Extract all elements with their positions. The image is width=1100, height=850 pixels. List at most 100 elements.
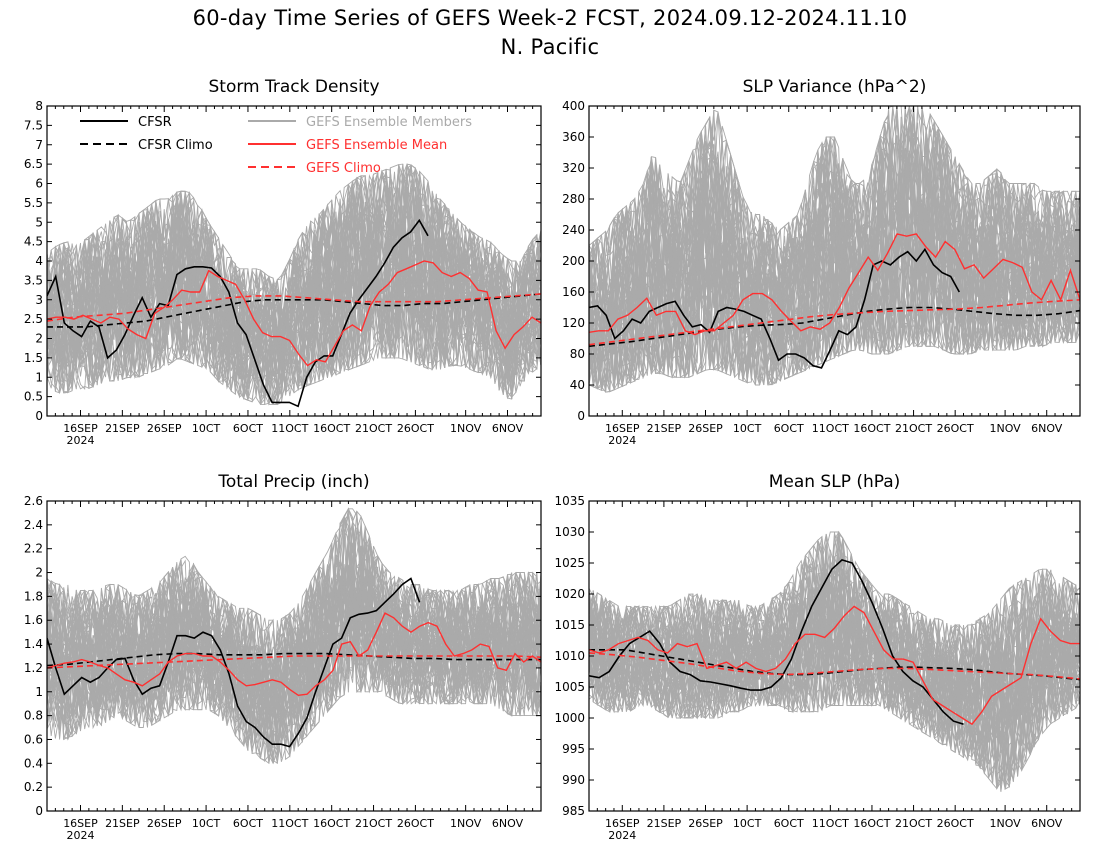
y-tick-label: 1.4 — [24, 637, 43, 651]
ensemble-member-line — [589, 533, 1080, 725]
ensemble-member-line — [589, 106, 1080, 341]
panel-title: SLP Variance (hPa^2) — [743, 77, 927, 97]
y-tick-label: 320 — [562, 161, 585, 175]
x-tick-label: 16OCT — [853, 422, 890, 435]
x-tick-label: 1NOV — [989, 422, 1021, 435]
figure-title-line1: 60-day Time Series of GEFS Week-2 FCST, … — [192, 6, 908, 30]
x-tick-label: 11OCT — [812, 817, 849, 830]
ensemble-member-line — [47, 164, 541, 365]
chart-panel-2: SLP Variance (hPa^2) 0 40 80 120 160 200 240 280… — [562, 77, 1081, 447]
ensemble-member-line — [47, 248, 541, 404]
y-tick-label: 0.4 — [24, 756, 43, 770]
ensemble-member-line — [47, 524, 541, 751]
legend-label: GEFS Ensemble Mean — [306, 138, 447, 153]
legend: CFSR CFSR Climo GEFS Ensemble Members GEFS … — [80, 115, 472, 176]
y-tick-label: 2.5 — [24, 312, 43, 326]
x-tick-label: 16SEP — [63, 422, 98, 435]
ensemble-members — [47, 507, 541, 765]
x-tick-label: 6OCT — [774, 422, 804, 435]
y-tick-label: 1015 — [554, 618, 585, 632]
plot-area — [589, 530, 1080, 792]
x-tick-label: 21OCT — [895, 422, 932, 435]
y-tick-label: 1.2 — [24, 661, 43, 675]
ensemble-member-line — [589, 106, 1080, 332]
x-tick-label: 21OCT — [355, 817, 392, 830]
ensemble-member-line — [47, 530, 541, 764]
ensemble-member-line — [589, 555, 1080, 753]
panel-title: Total Precip (inch) — [217, 472, 369, 492]
y-tick-label: 240 — [562, 223, 585, 237]
panel-title: Storm Track Density — [208, 77, 379, 97]
x-tick-label: 10CT — [192, 422, 221, 435]
y-tick-label: 1005 — [554, 680, 585, 694]
x-tick-label: 21SEP — [105, 817, 140, 830]
y-tick-label: 1 — [35, 370, 43, 384]
x-tick-label: 6NOV — [492, 422, 524, 435]
y-tick-label: 3 — [35, 293, 43, 307]
y-tick-label: 0 — [35, 804, 43, 818]
x-tick-label: 26OCT — [937, 422, 974, 435]
x-tick-label: 10CT — [733, 422, 762, 435]
gefs-mean-line — [47, 612, 541, 697]
gefs-climo-line — [589, 652, 1080, 680]
ensemble-member-line — [589, 540, 1080, 739]
plot-area — [47, 163, 541, 408]
x-tick-label: 11OCT — [812, 422, 849, 435]
x-tick-label: 6NOV — [492, 817, 524, 830]
y-tick-label: 985 — [562, 804, 585, 818]
x-tick-label: 11OCT — [271, 817, 308, 830]
plot-area — [47, 507, 541, 765]
y-tick-label: 1025 — [554, 556, 585, 570]
y-tick-label: 200 — [562, 254, 585, 268]
y-tick-label: 7.5 — [24, 118, 43, 132]
ensemble-member-line — [589, 545, 1080, 772]
x-tick-label: 16SEP — [605, 817, 640, 830]
x-tick-label: 26OCT — [397, 817, 434, 830]
y-tick-label: 6 — [35, 177, 43, 191]
cfsr-climo-line — [47, 652, 541, 667]
x-tick-label: 1NOV — [989, 817, 1021, 830]
x-tick-label: 6NOV — [1031, 817, 1063, 830]
x-year-label: 2024 — [66, 829, 94, 842]
x-tick-label: 6OCT — [233, 422, 263, 435]
y-tick-label: 0.6 — [24, 732, 43, 746]
ensemble-member-line — [589, 579, 1080, 781]
gefs-climo-line — [47, 293, 541, 322]
y-tick-label: 0.8 — [24, 709, 43, 723]
y-tick-label: 0 — [35, 409, 43, 423]
y-tick-label: 1.5 — [24, 351, 43, 365]
ensemble-member-line — [47, 170, 541, 356]
ensemble-member-line — [47, 507, 541, 720]
x-tick-label: 21SEP — [105, 422, 140, 435]
y-tick-label: 1035 — [554, 494, 585, 508]
ensemble-member-line — [47, 593, 541, 762]
x-tick-label: 21SEP — [647, 817, 682, 830]
y-tick-label: 0 — [577, 409, 585, 423]
y-tick-label: 40 — [570, 378, 585, 392]
y-tick-label: 1.8 — [24, 589, 43, 603]
y-tick-label: 280 — [562, 192, 585, 206]
y-tick-label: 0.5 — [24, 390, 43, 404]
x-tick-label: 21SEP — [647, 422, 682, 435]
y-tick-label: 5 — [35, 215, 43, 229]
gefs-climo-line — [47, 655, 541, 669]
y-tick-label: 990 — [562, 773, 585, 787]
y-tick-label: 995 — [562, 742, 585, 756]
y-tick-label: 4 — [35, 254, 43, 268]
x-tick-label: 16OCT — [313, 422, 350, 435]
x-tick-label: 16SEP — [605, 422, 640, 435]
x-tick-label: 16OCT — [853, 817, 890, 830]
cfsr-line — [47, 218, 429, 408]
cfsr-line — [47, 577, 421, 748]
ensemble-member-line — [47, 574, 541, 742]
x-tick-label: 26SEP — [147, 817, 182, 830]
x-tick-label: 6OCT — [233, 817, 263, 830]
y-tick-label: 2.4 — [24, 518, 43, 532]
y-tick-label: 2.2 — [24, 542, 43, 556]
x-tick-label: 26OCT — [937, 817, 974, 830]
figure-title-line2: N. Pacific — [500, 35, 600, 59]
ensemble-members — [47, 163, 541, 406]
chart-panel-3: Total Precip (inch) 0 0.2 0.4 0.6 0.8 1 1.2 1.4 1… — [24, 472, 542, 842]
chart-panel-1: Storm Track Density 0 0.5 1 1.5 2 2.5 3 3.5 4 4.5 5… — [24, 77, 542, 447]
